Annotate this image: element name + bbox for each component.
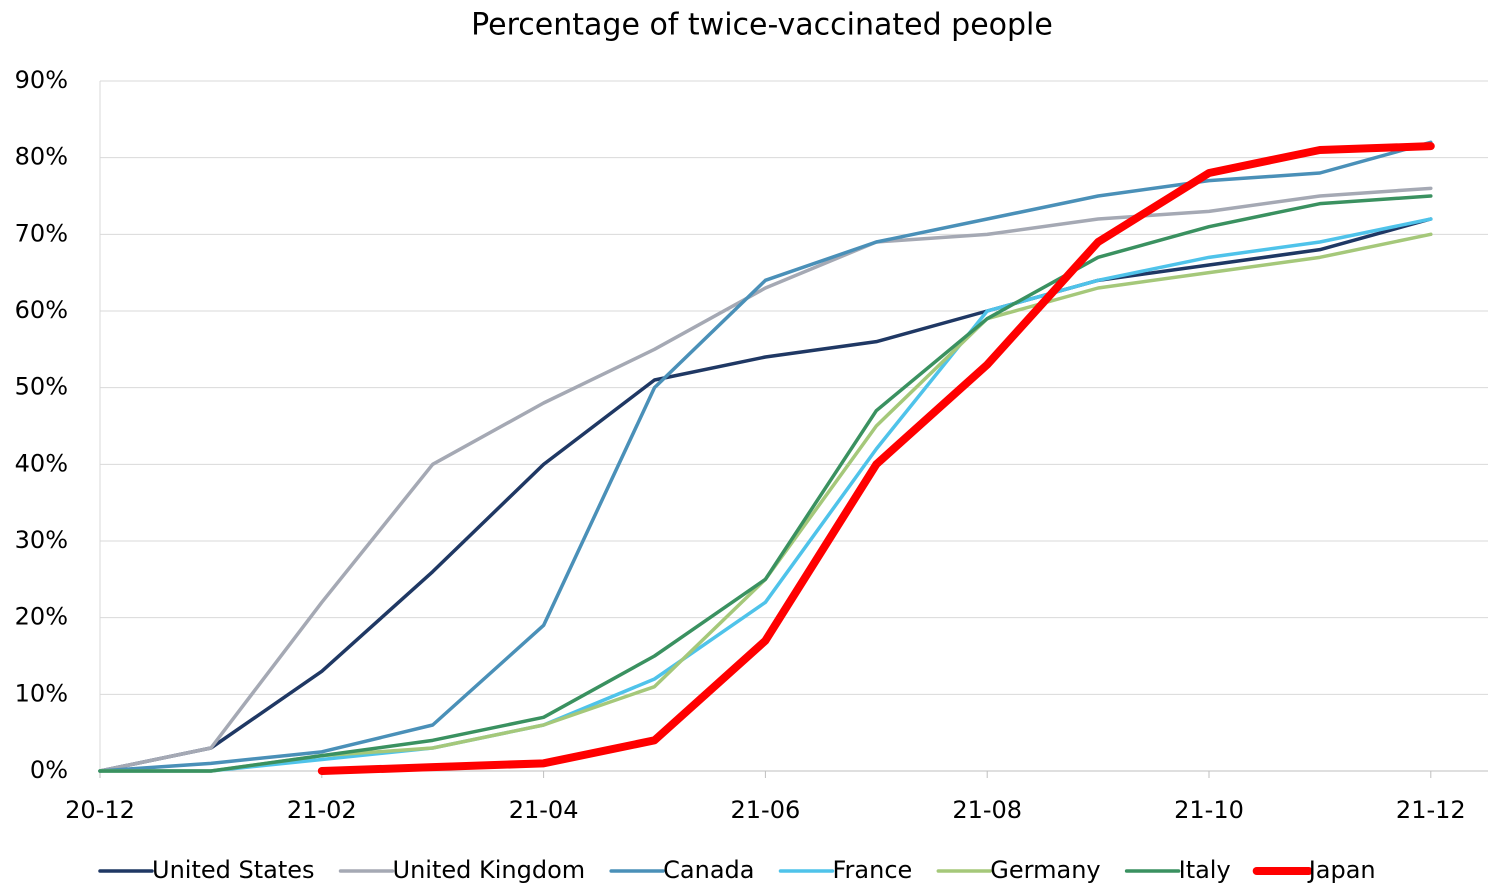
- legend-label: United States: [152, 856, 315, 884]
- series-line: [98, 232, 1433, 773]
- series-line: [98, 186, 1433, 773]
- y-tick-label: 90%: [15, 66, 68, 94]
- y-tick-label: 0%: [30, 756, 68, 784]
- legend-label: Italy: [1179, 856, 1231, 884]
- x-tick-label: 20-12: [65, 796, 135, 824]
- y-tick-label: 30%: [15, 526, 68, 554]
- x-tick-label: 21-08: [952, 796, 1022, 824]
- x-tick-label: 21-02: [287, 796, 357, 824]
- y-tick-label: 50%: [15, 373, 68, 401]
- legend-label: France: [832, 856, 912, 884]
- legend-label: United Kingdom: [393, 856, 586, 884]
- y-tick-label: 70%: [15, 219, 68, 247]
- y-tick-label: 10%: [15, 679, 68, 707]
- series-line: [98, 194, 1433, 773]
- x-tick-label: 21-12: [1396, 796, 1466, 824]
- series-line: [98, 217, 1433, 773]
- legend-label: Germany: [990, 856, 1100, 884]
- legend-label: Japan: [1307, 856, 1376, 884]
- series-line: [317, 142, 1435, 775]
- y-tick-label: 60%: [15, 296, 68, 324]
- y-tick-label: 40%: [15, 449, 68, 477]
- x-tick-label: 21-10: [1174, 796, 1244, 824]
- y-tick-label: 20%: [15, 603, 68, 631]
- legend-label: Canada: [663, 856, 754, 884]
- series-line: [98, 217, 1433, 773]
- chart-title: Percentage of twice-vaccinated people: [471, 8, 1053, 43]
- x-tick-label: 21-06: [731, 796, 801, 824]
- series-line: [98, 140, 1433, 773]
- y-tick-label: 80%: [15, 143, 68, 171]
- x-tick-label: 21-04: [509, 796, 579, 824]
